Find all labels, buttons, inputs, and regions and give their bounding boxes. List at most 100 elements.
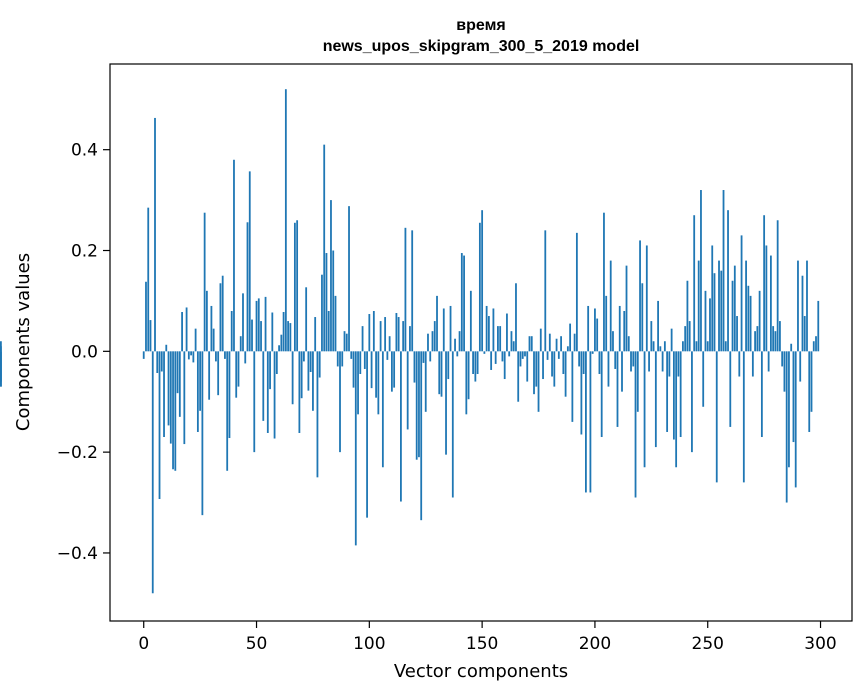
bar-145 xyxy=(469,290,472,352)
bar-2 xyxy=(147,207,150,352)
bar-239 xyxy=(682,341,684,352)
bar-39 xyxy=(230,311,233,352)
bar-296 xyxy=(810,351,813,412)
bar-295 xyxy=(808,351,811,432)
bar-262 xyxy=(733,265,736,352)
x-axis-label: Vector components xyxy=(394,661,568,682)
bar-177 xyxy=(542,351,544,380)
bar-160 xyxy=(503,351,506,380)
bar-76 xyxy=(314,317,317,352)
bar-29 xyxy=(208,351,211,400)
bar-161 xyxy=(506,313,508,352)
x-tick-label-250: 250 xyxy=(692,634,724,654)
bar-73 xyxy=(307,351,310,391)
x-axis: 0 50 100 150 200 250 300 xyxy=(138,621,837,654)
bar-207 xyxy=(609,260,612,352)
bar-1 xyxy=(145,281,147,352)
bar-79 xyxy=(321,274,323,352)
bar-61 xyxy=(280,334,283,352)
bar-81 xyxy=(325,253,328,352)
bar-41 xyxy=(235,351,238,398)
bar-127 xyxy=(429,351,432,362)
bar-42 xyxy=(237,351,240,387)
bar-78 xyxy=(318,351,321,378)
bar-34 xyxy=(219,283,222,352)
bar-167 xyxy=(519,351,522,367)
bar-196 xyxy=(585,351,587,493)
bar-294 xyxy=(806,260,808,352)
bar-31 xyxy=(212,328,215,352)
bar-21 xyxy=(190,351,192,356)
bar-261 xyxy=(731,280,734,352)
bar-163 xyxy=(510,331,513,352)
bar-57 xyxy=(271,312,274,352)
bar-189 xyxy=(569,323,572,352)
bar-173 xyxy=(533,351,535,395)
bar-236 xyxy=(675,351,678,468)
bar-139 xyxy=(456,351,459,357)
bar-209 xyxy=(614,351,617,369)
bar-252 xyxy=(711,245,714,352)
bar-264 xyxy=(738,351,741,377)
bar-267 xyxy=(745,260,747,352)
bar-91 xyxy=(348,206,350,352)
bar-99 xyxy=(366,351,368,518)
bar-72 xyxy=(305,287,308,352)
bar-152 xyxy=(485,305,488,352)
bar-197 xyxy=(587,305,590,352)
bar-269 xyxy=(749,295,752,352)
bar-217 xyxy=(632,351,635,367)
bar-146 xyxy=(472,351,474,374)
bar-293 xyxy=(803,316,806,352)
bar-55 xyxy=(266,351,269,433)
bar-176 xyxy=(539,328,542,352)
bar-240 xyxy=(684,326,687,352)
bar-15 xyxy=(176,351,179,394)
y-tick-label-0: −0.4 xyxy=(57,544,98,564)
bar-178 xyxy=(544,230,547,352)
bar-107 xyxy=(384,317,387,352)
bar-10 xyxy=(165,344,168,352)
bar-222 xyxy=(643,351,646,468)
bar-266 xyxy=(742,351,745,483)
bar-299 xyxy=(817,300,820,352)
y-tick-label-1: −0.2 xyxy=(57,443,98,463)
bar-43 xyxy=(239,336,242,352)
bar-263 xyxy=(736,316,738,352)
bar-225 xyxy=(650,321,653,352)
bar-206 xyxy=(607,351,610,387)
bar-74 xyxy=(309,351,312,372)
bar-56 xyxy=(269,351,271,390)
bar-281 xyxy=(776,220,779,352)
bar-181 xyxy=(551,351,553,377)
bar-134 xyxy=(445,351,447,455)
bar-229 xyxy=(659,346,662,352)
bar-82 xyxy=(327,311,330,352)
bar-102 xyxy=(372,311,375,352)
bar-37 xyxy=(226,351,229,471)
bar-114 xyxy=(400,351,402,502)
bar-191 xyxy=(573,333,576,352)
bar-162 xyxy=(508,351,511,357)
bar-157 xyxy=(497,326,499,352)
bar-227 xyxy=(654,351,657,448)
bar-213 xyxy=(623,311,626,352)
bar-108 xyxy=(386,351,389,360)
bar-118 xyxy=(409,326,411,352)
bar-149 xyxy=(478,222,481,352)
bar-119 xyxy=(411,230,414,352)
bar-66 xyxy=(291,351,294,405)
bar-272 xyxy=(756,326,759,352)
bar-190 xyxy=(571,351,574,422)
bar-258 xyxy=(724,341,727,352)
bar-243 xyxy=(691,351,693,453)
bar-192 xyxy=(575,232,578,352)
bar-26 xyxy=(201,351,204,516)
bar-25 xyxy=(199,351,202,411)
bar-23 xyxy=(194,328,197,352)
bar-277 xyxy=(767,351,770,372)
bar-230 xyxy=(661,351,664,372)
bar-19 xyxy=(185,307,188,352)
bar-169 xyxy=(524,351,526,357)
